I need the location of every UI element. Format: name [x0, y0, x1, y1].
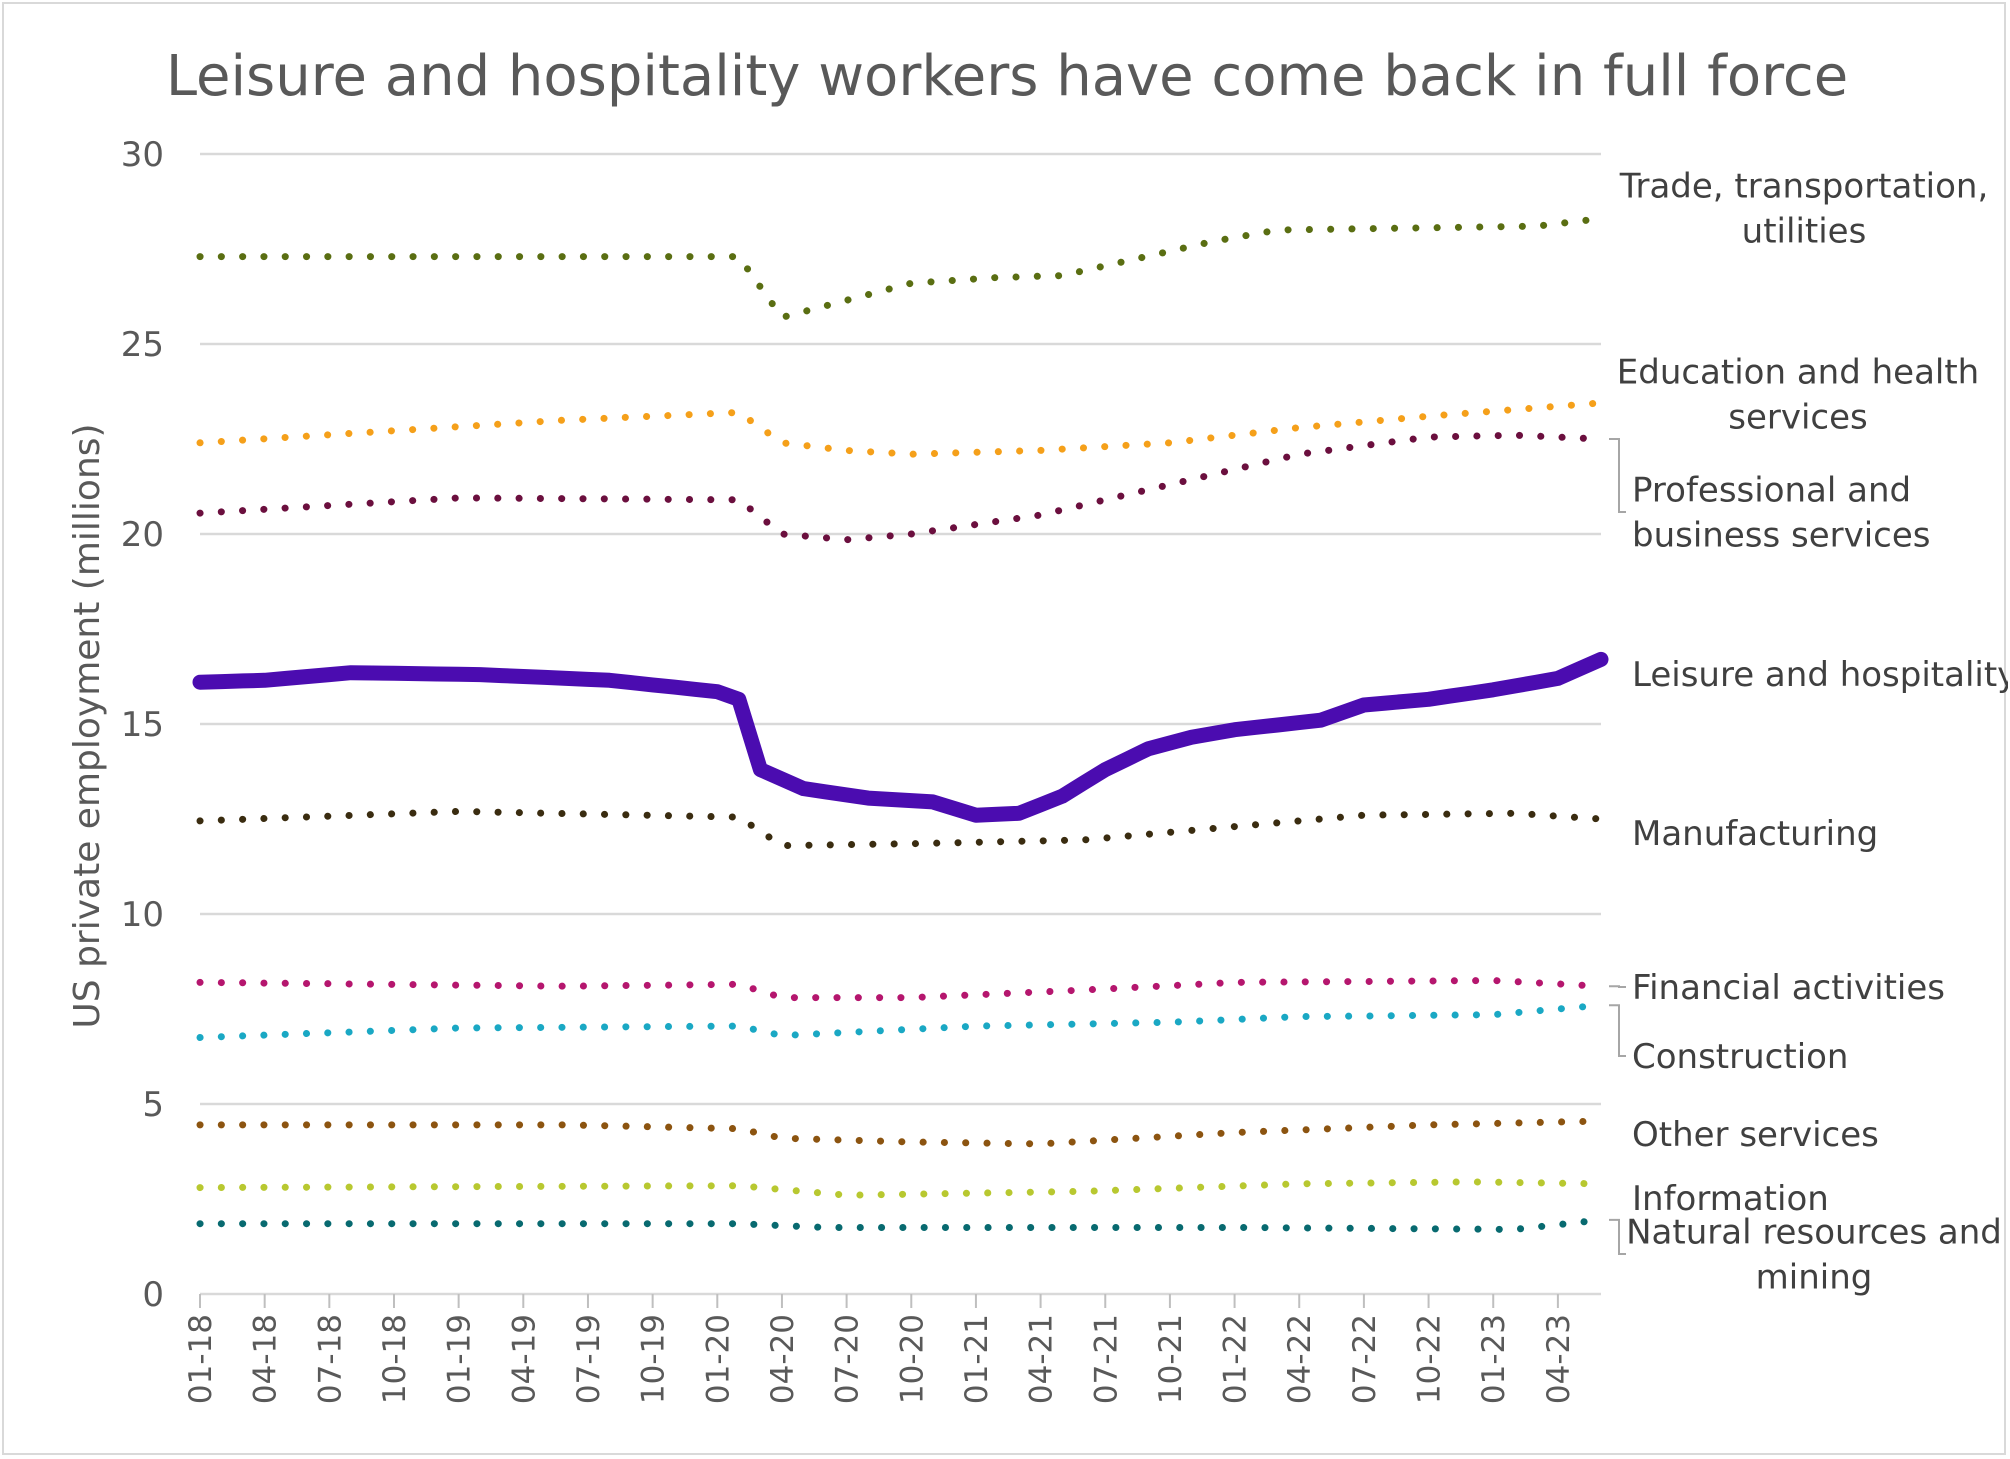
x-tick-label: 10-22 [1412, 1314, 1448, 1404]
x-tick-label: 04-18 [248, 1314, 284, 1404]
x-tick-label: 01-21 [959, 1314, 995, 1404]
gridlines [200, 152, 1601, 1296]
x-tick-label: 07-20 [830, 1314, 866, 1404]
series-label-trade-transportation-utilities: Trade, transportation, utilities [1619, 167, 1989, 252]
series-label-construction: Construction [1632, 1037, 1848, 1077]
x-tick-label: 04-23 [1541, 1314, 1577, 1404]
series-line-information [196, 1178, 1605, 1199]
y-tick-label: 10 [121, 895, 164, 935]
leader-line-natural-resources-and-mining [1609, 1218, 1626, 1255]
x-tick-label: 01-20 [700, 1314, 736, 1404]
x-tick-label: 10-21 [1153, 1314, 1189, 1404]
series-line-professional-and-business-services [196, 431, 1605, 544]
x-tick-label: 10-20 [894, 1314, 930, 1404]
x-tick-label: 04-19 [506, 1314, 542, 1404]
leader-line-professional-and-business-services [1609, 438, 1626, 513]
series-line-financial-activities [196, 977, 1605, 1002]
x-tick-label: 10-19 [636, 1314, 672, 1404]
leader-line-financial-activities [1609, 985, 1626, 988]
series-label-information: Information [1632, 1179, 1829, 1219]
chart-title: Leisure and hospitality workers have com… [166, 44, 1848, 109]
x-tick-label: 07-18 [312, 1314, 348, 1404]
x-tick-label: 07-21 [1088, 1314, 1124, 1404]
y-axis-label: US private employment (millions) [67, 423, 108, 1028]
series-label-leisure-and-hospitality: Leisure and hospitality [1632, 655, 2008, 695]
y-tick-label: 30 [121, 135, 164, 175]
series-label-manufacturing: Manufacturing [1632, 814, 1878, 854]
series-label-professional-and-business-services: Professional and business services [1632, 471, 1931, 556]
series-line-natural-resources-and-mining [196, 1216, 1605, 1233]
x-tick-label: 01-23 [1476, 1314, 1512, 1404]
y-axis-ticks: 0 5 10 15 20 25 30 [121, 135, 164, 1315]
series-line-other-services [196, 1117, 1605, 1148]
x-tick-label: 01-18 [183, 1314, 219, 1404]
y-tick-label: 25 [121, 325, 164, 365]
series-labels: Trade, transportation, utilities Education… [1609, 167, 2008, 1298]
series-line-education-and-health-services [196, 399, 1605, 458]
series-label-education-and-health-services: Education and health services [1617, 353, 1979, 438]
y-tick-label: 20 [121, 515, 164, 555]
series-line-trade-transportation-utilities [196, 215, 1605, 321]
leader-line-construction [1609, 1004, 1626, 1057]
x-tick-label: 07-19 [571, 1314, 607, 1404]
y-tick-label: 15 [121, 705, 164, 745]
x-tick-label: 07-22 [1347, 1314, 1383, 1404]
y-tick-label: 0 [142, 1275, 164, 1315]
x-tick-label: 10-18 [377, 1314, 413, 1404]
x-axis-ticks: 01-18 04-18 07-18 10-18 01-19 04-19 07-19 10-19… [183, 1294, 1577, 1404]
line-chart: Leisure and hospitality workers have com… [67, 44, 2008, 1404]
x-tick-label: 04-22 [1282, 1314, 1318, 1404]
x-tick-label: 04-20 [765, 1314, 801, 1404]
series-line-construction [196, 1001, 1605, 1041]
series-line-manufacturing [196, 807, 1605, 850]
y-tick-label: 5 [142, 1085, 164, 1125]
x-tick-label: 01-22 [1218, 1314, 1254, 1404]
series-label-financial-activities: Financial activities [1632, 968, 1945, 1008]
x-tick-label: 01-19 [442, 1314, 478, 1404]
x-tick-label: 04-21 [1024, 1314, 1060, 1404]
series-label-natural-resources-and-mining: Natural resources and mining [1626, 1213, 2002, 1298]
series-label-other-services: Other services [1632, 1115, 1879, 1155]
series-line-leisure-and-hospitality [192, 651, 1609, 823]
series-lines [192, 215, 1609, 1233]
